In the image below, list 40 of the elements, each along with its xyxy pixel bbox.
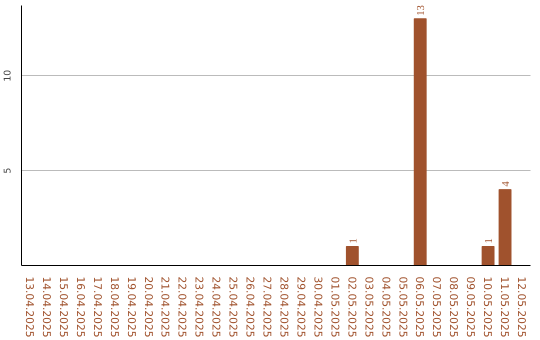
x-tick-label: 05.05.2025 <box>396 276 410 338</box>
x-tick-label: 07.05.2025 <box>430 276 444 338</box>
x-tick-label: 23.04.2025 <box>192 276 206 338</box>
bar <box>498 189 512 266</box>
x-tick-label: 22.04.2025 <box>176 276 189 338</box>
x-tick-label: 29.04.2025 <box>294 276 308 338</box>
x-tick-label: 01.05.2025 <box>328 276 342 338</box>
x-tick-label: 14.04.2025 <box>40 276 53 338</box>
data-label: 1 <box>348 238 360 244</box>
x-tick-label: 21.04.2025 <box>158 276 172 338</box>
data-label: 13 <box>416 5 428 16</box>
x-tick-label: 08.05.2025 <box>447 276 460 338</box>
x-tick-label: 02.05.2025 <box>345 276 358 338</box>
x-tick-label: 11.05.2025 <box>498 276 512 338</box>
x-tick-label: 20.04.2025 <box>142 276 155 338</box>
x-tick-label: 13.04.2025 <box>22 276 36 338</box>
x-tick-label: 27.04.2025 <box>260 276 274 338</box>
bar <box>482 246 495 266</box>
y-tick-label: 10 <box>2 70 14 82</box>
x-tick-label: 12.05.2025 <box>515 276 528 338</box>
x-tick-label: 18.04.2025 <box>108 276 121 338</box>
bar <box>346 246 359 266</box>
x-tick-label: 17.04.2025 <box>90 276 104 338</box>
x-tick-label: 24.04.2025 <box>210 276 223 338</box>
x-tick-label: 28.04.2025 <box>277 276 290 338</box>
x-tick-label: 10.05.2025 <box>481 276 494 338</box>
x-tick-label: 26.04.2025 <box>244 276 257 338</box>
x-tick-label: 06.05.2025 <box>413 276 426 338</box>
x-tick-label: 15.04.2025 <box>56 276 70 338</box>
x-tick-label: 04.05.2025 <box>379 276 392 338</box>
x-tick-label: 19.04.2025 <box>124 276 138 338</box>
x-tick-label: 30.04.2025 <box>311 276 324 338</box>
x-tick-label: 03.05.2025 <box>362 276 376 338</box>
x-tick-label: 16.04.2025 <box>74 276 87 338</box>
data-label: 4 <box>501 180 512 187</box>
x-tick-label: 09.05.2025 <box>464 276 478 338</box>
bar <box>414 18 427 266</box>
x-tick-label: 25.04.2025 <box>226 276 240 338</box>
data-label: 1 <box>484 238 496 244</box>
y-tick-label: 5 <box>2 168 14 174</box>
